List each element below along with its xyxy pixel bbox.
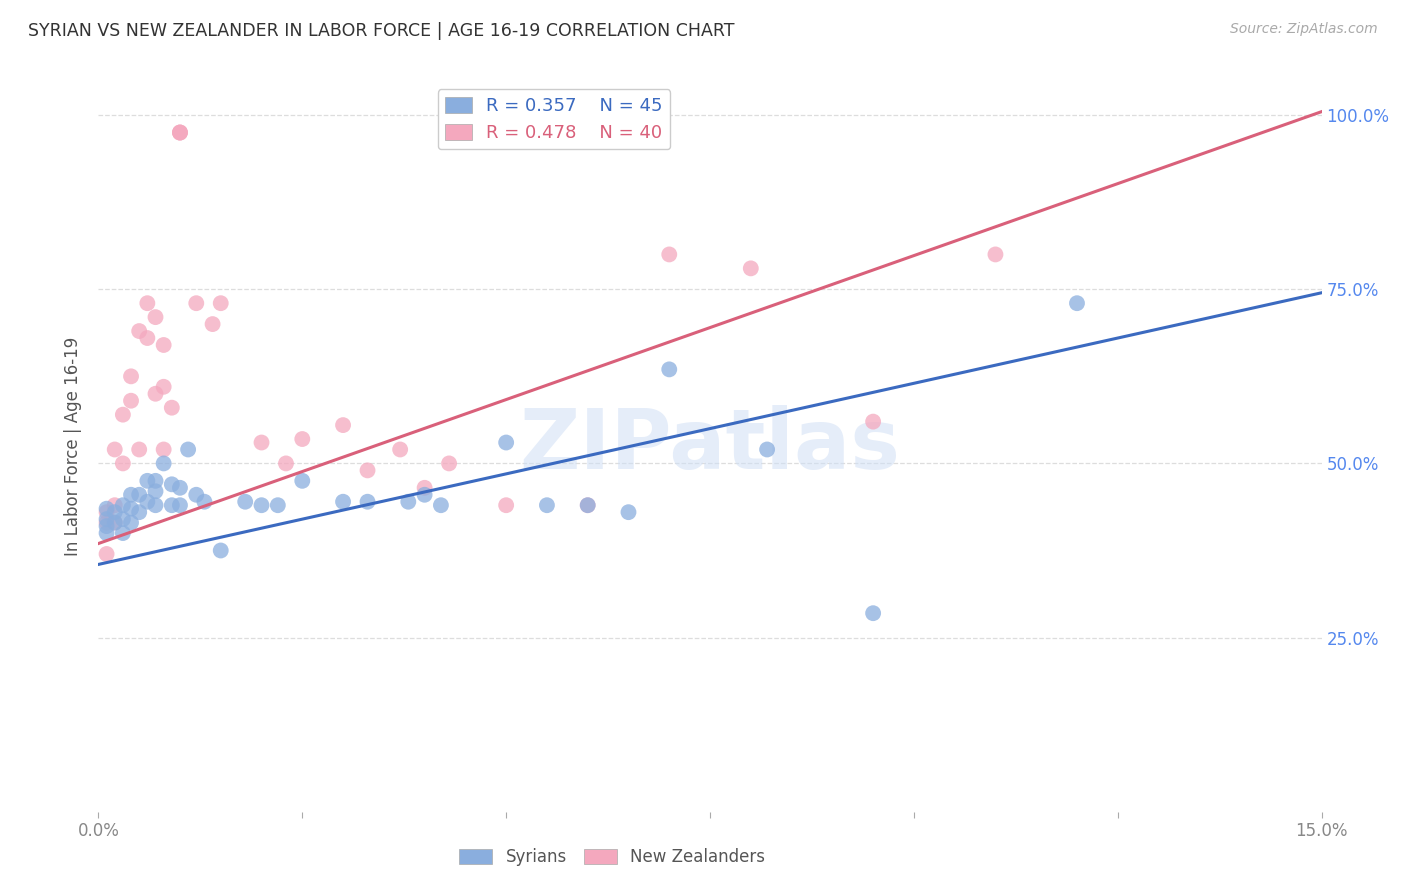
Point (576, 498, 599, 512)
Point (160, 401, 183, 415)
Point (145, 484, 167, 499)
Point (96, 505, 118, 519)
Point (201, 317, 224, 331)
Point (576, 498, 599, 512)
Point (756, 442, 779, 457)
Point (104, 516, 127, 530)
Point (169, 498, 191, 512)
Point (96, 519, 118, 533)
Point (128, 488, 150, 502)
Point (145, 310, 167, 325)
Point (658, 247, 681, 261)
Point (437, 457, 460, 471)
Point (1066, 296, 1088, 310)
Point (96, 512, 118, 526)
Point (536, 498, 558, 512)
Point (120, 393, 142, 408)
Point (128, 324, 150, 338)
Point (209, 543, 232, 558)
Point (104, 498, 127, 512)
Point (740, 261, 762, 276)
Point (111, 408, 134, 422)
Point (169, 126, 191, 140)
Point (152, 380, 174, 394)
Point (413, 481, 436, 495)
Point (136, 296, 159, 310)
Point (111, 512, 134, 526)
Point (984, 247, 1007, 261)
Point (495, 435, 517, 450)
Text: SYRIAN VS NEW ZEALANDER IN LABOR FORCE | AGE 16-19 CORRELATION CHART: SYRIAN VS NEW ZEALANDER IN LABOR FORCE |… (28, 22, 734, 40)
Point (145, 498, 167, 512)
Point (169, 481, 191, 495)
Point (332, 418, 354, 433)
Point (356, 463, 378, 477)
Point (389, 442, 412, 457)
Point (356, 494, 378, 508)
Point (120, 488, 142, 502)
Point (120, 501, 142, 516)
Point (128, 442, 150, 457)
Point (96, 516, 118, 530)
Point (152, 457, 174, 471)
Point (111, 498, 134, 512)
Y-axis label: In Labor Force | Age 16-19: In Labor Force | Age 16-19 (65, 336, 83, 556)
Point (152, 442, 174, 457)
Point (169, 126, 191, 140)
Point (250, 498, 273, 512)
Point (160, 477, 183, 491)
Point (495, 498, 517, 512)
Point (413, 488, 436, 502)
Point (209, 296, 232, 310)
Point (250, 435, 273, 450)
Point (145, 386, 167, 401)
Point (111, 457, 134, 471)
Point (274, 457, 297, 471)
Point (145, 474, 167, 488)
Point (104, 505, 127, 519)
Text: Source: ZipAtlas.com: Source: ZipAtlas.com (1230, 22, 1378, 37)
Point (186, 488, 208, 502)
Point (233, 494, 256, 508)
Point (111, 526, 134, 541)
Point (160, 498, 183, 512)
Point (186, 296, 208, 310)
Point (396, 494, 419, 508)
Point (120, 369, 142, 384)
Point (169, 126, 191, 140)
Point (862, 606, 884, 620)
Point (291, 474, 314, 488)
Point (332, 494, 354, 508)
Point (291, 432, 314, 446)
Text: ZIPatlas: ZIPatlas (520, 406, 900, 486)
Point (430, 498, 453, 512)
Point (177, 442, 200, 457)
Point (96, 501, 118, 516)
Point (152, 338, 174, 352)
Point (96, 547, 118, 561)
Point (96, 526, 118, 541)
Point (128, 505, 150, 519)
Point (658, 362, 681, 376)
Point (267, 498, 290, 512)
Point (617, 505, 640, 519)
Point (104, 442, 127, 457)
Point (862, 415, 884, 429)
Point (193, 494, 215, 508)
Point (136, 331, 159, 345)
Point (104, 516, 127, 530)
Point (120, 516, 142, 530)
Legend: Syrians, New Zealanders: Syrians, New Zealanders (453, 841, 772, 873)
Point (136, 494, 159, 508)
Point (136, 474, 159, 488)
